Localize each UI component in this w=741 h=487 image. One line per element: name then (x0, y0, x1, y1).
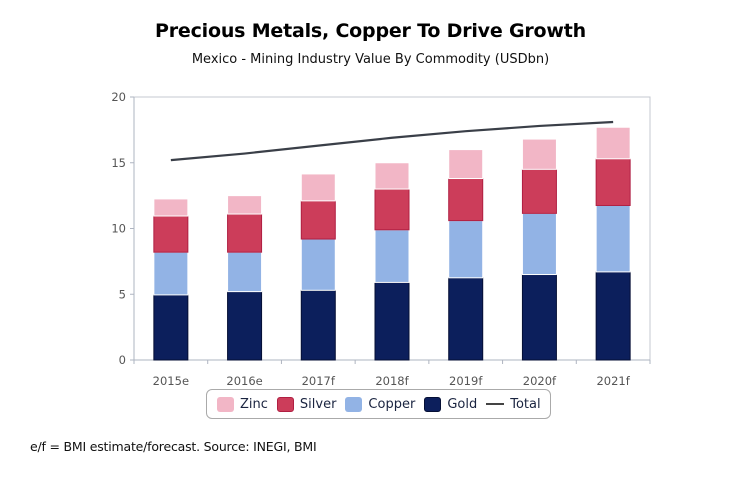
x-tick-label: 2016e (226, 374, 262, 388)
bar-silver-2019f[interactable] (448, 178, 484, 222)
bar-zinc-2020f[interactable] (521, 138, 557, 170)
bar-copper-2015e[interactable] (153, 251, 189, 296)
bars (153, 126, 631, 361)
y-tick-label: 0 (119, 353, 126, 367)
bar-zinc-2015e[interactable] (153, 198, 189, 217)
bar-silver-2018f[interactable] (374, 188, 410, 231)
x-tick-label: 2018f (375, 374, 409, 388)
bar-copper-2019f[interactable] (448, 220, 484, 279)
legend-label-copper: Copper (368, 396, 416, 412)
bar-gold-2020f[interactable] (521, 274, 557, 361)
legend: Zinc Silver Copper Gold Total (206, 389, 551, 419)
y-tick-label: 10 (111, 222, 126, 236)
legend-item-silver[interactable]: Silver (276, 396, 337, 412)
bar-zinc-2017f[interactable] (300, 173, 336, 202)
y-tick-label: 15 (111, 156, 126, 170)
x-tick-label: 2020f (523, 374, 557, 388)
chart-title: Precious Metals, Copper To Drive Growth (155, 20, 586, 42)
bar-gold-2019f[interactable] (448, 277, 484, 361)
chart-subtitle: Mexico - Mining Industry Value By Commod… (191, 52, 550, 67)
bar-copper-2017f[interactable] (300, 238, 336, 291)
x-tick-label: 2019f (449, 374, 483, 388)
bar-silver-2021f[interactable] (595, 158, 631, 206)
copper-swatch-icon (345, 396, 363, 412)
legend-label-silver: Silver (299, 396, 337, 412)
y-tick-label: 5 (119, 287, 126, 301)
legend-label-gold: Gold (447, 396, 478, 412)
bar-copper-2020f[interactable] (521, 212, 557, 276)
bar-zinc-2021f[interactable] (595, 126, 631, 160)
bar-silver-2017f[interactable] (300, 200, 336, 240)
bar-gold-2021f[interactable] (595, 271, 631, 361)
total-line-icon (486, 403, 505, 405)
bar-gold-2016e[interactable] (227, 291, 263, 361)
source-footnote: e/f = BMI estimate/forecast. Source: INE… (30, 439, 317, 454)
bar-gold-2017f[interactable] (300, 289, 336, 361)
bar-copper-2018f[interactable] (374, 229, 410, 283)
silver-swatch-icon (276, 396, 294, 412)
legend-label-zinc: Zinc (240, 396, 268, 412)
zinc-swatch-icon (217, 396, 234, 412)
legend-item-total[interactable]: Total (486, 396, 541, 412)
bar-copper-2016e[interactable] (227, 251, 263, 293)
legend-item-zinc[interactable]: Zinc (217, 396, 268, 412)
x-tick-label: 2021f (596, 374, 630, 388)
tick-labels: 0 5 10 15 20 2015e 2016e 2017f 2018f 2019f 2020f 20… (111, 90, 630, 388)
bar-silver-2015e[interactable] (153, 215, 189, 253)
bar-silver-2016e[interactable] (227, 213, 263, 253)
bar-gold-2018f[interactable] (374, 281, 410, 361)
bar-zinc-2016e[interactable] (227, 195, 263, 215)
x-tick-label: 2015e (153, 374, 189, 388)
legend-item-copper[interactable]: Copper (345, 396, 416, 412)
total-line-group (170, 120, 614, 162)
x-tick-label: 2017f (302, 374, 336, 388)
bar-zinc-2018f[interactable] (374, 162, 410, 190)
y-tick-label: 20 (111, 90, 126, 104)
bar-gold-2015e[interactable] (153, 294, 189, 361)
bar-zinc-2019f[interactable] (448, 149, 484, 180)
bar-copper-2021f[interactable] (595, 204, 631, 273)
gold-swatch-icon (424, 396, 442, 412)
legend-item-gold[interactable]: Gold (424, 396, 478, 412)
bar-silver-2020f[interactable] (521, 168, 557, 214)
legend-label-total: Total (510, 396, 541, 412)
